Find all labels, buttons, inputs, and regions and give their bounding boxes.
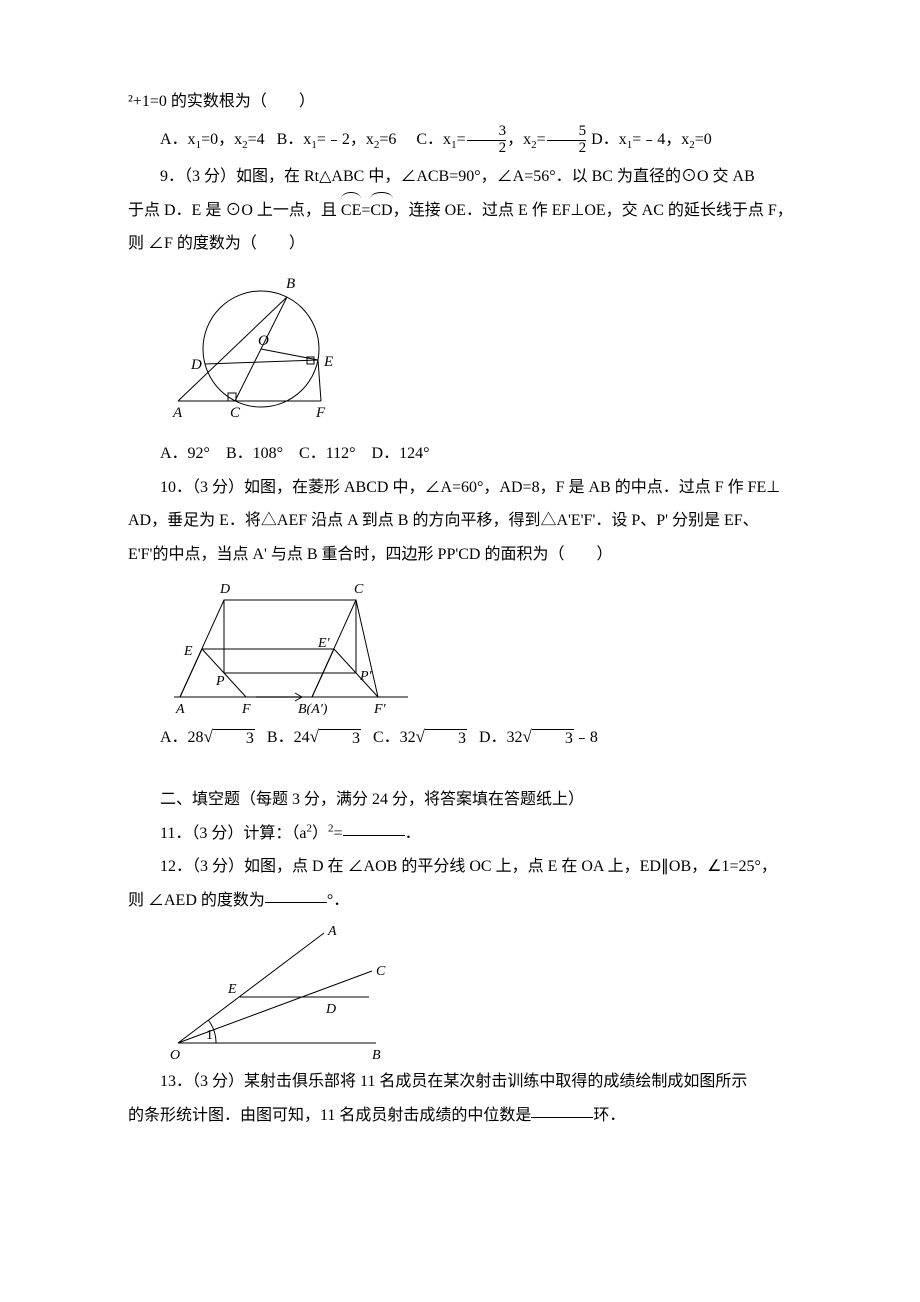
section2-title: 二、填空题（每题 3 分，满分 24 分，将答案填在答题纸上） xyxy=(128,783,830,817)
svg-text:B: B xyxy=(372,1048,381,1061)
q12-line2: 则 ∠AED 的度数为°． xyxy=(128,884,830,918)
svg-text:O: O xyxy=(258,333,269,349)
q9-opt-d: D．124° xyxy=(372,445,430,462)
q10-line1: 10．（3 分）如图，在菱形 ABCD 中，∠A=60°，AD=8，F 是 AB… xyxy=(128,471,830,505)
q9-diagram: B O D E A C F xyxy=(166,265,348,433)
q9-line3: 则 ∠F 的度数为（ ） xyxy=(128,227,830,261)
q12-figure: O B A C E D 1 xyxy=(166,921,830,1061)
q11: 11．（3 分）计算：（a2）2=． xyxy=(128,817,830,851)
svg-text:P: P xyxy=(215,674,225,689)
q11-blank xyxy=(343,820,405,835)
q9-opt-b: B．108° xyxy=(226,445,283,462)
svg-text:O: O xyxy=(170,1048,180,1061)
svg-text:E': E' xyxy=(317,636,331,651)
q10-diagram: D C E E' P P' A F B(A') F' xyxy=(166,575,426,715)
svg-text:D: D xyxy=(190,357,202,373)
svg-text:F: F xyxy=(241,702,251,715)
svg-text:E: E xyxy=(227,982,237,997)
svg-text:B: B xyxy=(286,276,295,292)
q8-opt-a: A．x1=0，x2=4 xyxy=(160,131,269,148)
q12-blank xyxy=(265,887,327,902)
svg-text:D: D xyxy=(325,1002,336,1017)
svg-text:F: F xyxy=(315,405,326,421)
svg-text:A: A xyxy=(175,702,185,715)
q8-opt-c: C．x1=32，x2=52 xyxy=(416,131,591,148)
q13-line2: 的条形统计图．由图可知，11 名成员射击成绩的中位数是环． xyxy=(128,1099,830,1133)
q8-tail-text: ²+1=0 的实数根为（ ） xyxy=(128,93,315,110)
q12-diagram: O B A C E D 1 xyxy=(166,921,404,1061)
q10-opt-b: B．24√3 xyxy=(267,729,361,746)
q13-blank xyxy=(531,1103,593,1118)
q10-figure: D C E E' P P' A F B(A') F' xyxy=(166,575,830,715)
svg-text:1: 1 xyxy=(206,1028,213,1043)
q9-opt-a: A．92° xyxy=(160,445,210,462)
q9-figure: B O D E A C F xyxy=(166,265,830,433)
svg-text:C: C xyxy=(230,405,241,421)
q8-options: A．x1=0，x2=4 B．x1=﹣2，x2=6 C．x1=32，x2=52 D… xyxy=(128,119,830,161)
svg-text:A: A xyxy=(172,405,183,421)
q10-opt-a: A．28√3 xyxy=(160,729,255,746)
arc-cd: CD xyxy=(370,194,392,228)
svg-text:F': F' xyxy=(373,702,387,715)
svg-text:B(A'): B(A') xyxy=(298,702,328,715)
q9-line2: 于点 D．E 是 ⊙O 上一点，且 CE=CD，连接 OE．过点 E 作 EF⊥… xyxy=(128,194,830,228)
q10-line2: AD，垂足为 E．将△AEF 沿点 A 到点 B 的方向平移，得到△A'E'F'… xyxy=(128,504,830,538)
q13-line1: 13．（3 分）某射击俱乐部将 11 名成员在某次射击训练中取得的成绩绘制成如图… xyxy=(128,1065,830,1099)
q8-stem-tail: ²+1=0 的实数根为（ ） xyxy=(128,85,830,119)
q8-opt-d: D．x1=﹣4，x2=0 xyxy=(591,131,712,148)
q10-opt-d: D．32√3﹣8 xyxy=(479,729,598,746)
svg-text:E: E xyxy=(323,354,333,370)
q8-opt-b: B．x1=﹣2，x2=6 xyxy=(277,131,401,148)
q9-opt-c: C．112° xyxy=(299,445,355,462)
q9-line1: 9．（3 分）如图，在 Rt△ABC 中，∠ACB=90°，∠A=56°．以 B… xyxy=(128,160,830,194)
q9-options: A．92° B．108° C．112° D．124° xyxy=(128,437,830,471)
svg-text:C: C xyxy=(376,964,386,979)
q10-line3: E'F'的中点，当点 A' 与点 B 重合时，四边形 PP'CD 的面积为（ ） xyxy=(128,538,830,572)
svg-text:P': P' xyxy=(359,669,373,684)
q10-opt-c: C．32√3 xyxy=(373,729,467,746)
q10-options: A．28√3 B．24√3 C．32√3 D．32√3﹣8 xyxy=(128,719,830,755)
svg-text:D: D xyxy=(219,582,230,597)
svg-text:C: C xyxy=(354,582,364,597)
arc-ce: CE xyxy=(341,194,361,228)
svg-text:E: E xyxy=(183,644,193,659)
svg-text:A: A xyxy=(327,924,337,939)
q12-line1: 12．（3 分）如图，点 D 在 ∠AOB 的平分线 OC 上，点 E 在 OA… xyxy=(128,850,830,884)
